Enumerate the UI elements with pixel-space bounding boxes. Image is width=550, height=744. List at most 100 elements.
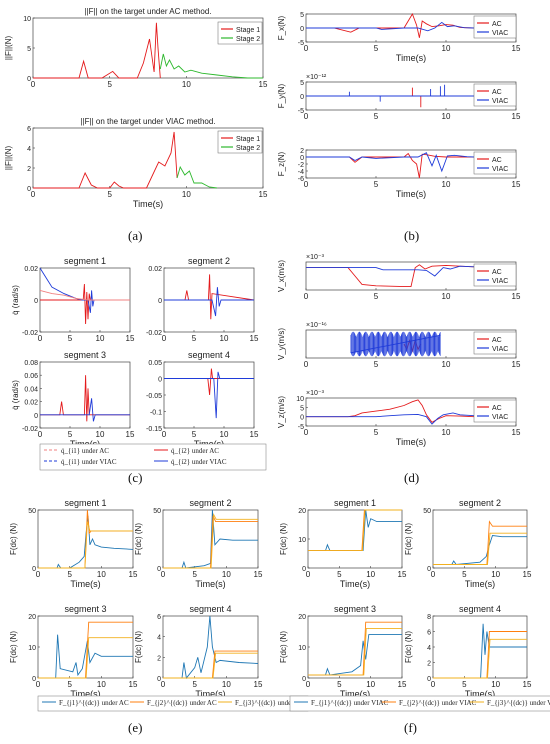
caption-d: (d) xyxy=(404,470,420,485)
x-tick-label: 15 xyxy=(512,44,521,53)
x-tick-label: 0 xyxy=(161,680,166,689)
chart-e2: segment 2 0 5 10 15 0 50 Time(s) F(dc) (N) xyxy=(134,498,263,589)
chart-d1: 0 5 10 15 V_x(m/s) ×10⁻³ AC VIAC xyxy=(277,254,521,301)
plot-area xyxy=(37,615,134,679)
legend-label: q̇_{i1} under AC xyxy=(61,447,109,455)
x-tick-label: 5 xyxy=(192,430,197,439)
x-tick-label: 15 xyxy=(523,570,532,579)
x-tick-label: 5 xyxy=(107,190,112,199)
y-tick-label: 2 xyxy=(157,655,161,662)
y-tick-label: 0 xyxy=(34,413,38,420)
series-line xyxy=(176,165,218,189)
y-axis-label: F(dc) (N) xyxy=(404,631,413,663)
y-tick-label: 0 xyxy=(302,676,306,683)
y-tick-label: 0.08 xyxy=(24,360,38,367)
legend: AC VIAC xyxy=(473,331,517,355)
series-line xyxy=(306,12,475,38)
legend-e: F_{j1}^{(dc)} under AC F_{j2}^{(dc)} unde… xyxy=(37,695,309,712)
y-axis-label: F_x(N) xyxy=(277,15,286,40)
x-tick-label: 10 xyxy=(97,570,106,579)
y-tick-label: -2 xyxy=(298,162,304,169)
y-axis-label: q̇ (rad/s) xyxy=(11,380,20,410)
series-line xyxy=(40,283,130,325)
plot-area xyxy=(163,361,255,429)
x-tick-label: 5 xyxy=(67,680,72,689)
y-tick-label: -0.05 xyxy=(146,393,162,400)
plot-area xyxy=(307,615,403,679)
chart-title: segment 2 xyxy=(189,498,231,508)
x-tick-label: 5 xyxy=(337,680,342,689)
chart-title: segment 1 xyxy=(64,498,106,508)
series-line xyxy=(38,637,133,679)
x-tick-label: 10 xyxy=(96,334,105,343)
x-axis-label: Time(s) xyxy=(465,689,495,699)
x-tick-label: 15 xyxy=(523,680,532,689)
series-line xyxy=(163,512,258,569)
x-tick-label: 0 xyxy=(36,570,41,579)
legend-label: F_{j2}^{(dc)} under AC xyxy=(147,699,217,707)
chart-title: segment 2 xyxy=(188,256,230,266)
y-tick-label: 4 xyxy=(27,146,31,153)
x-tick-label: 0 xyxy=(304,44,309,53)
x-tick-label: 5 xyxy=(107,80,112,89)
y-tick-label: 0.06 xyxy=(24,373,38,380)
x-tick-label: 5 xyxy=(374,112,379,121)
plot-area xyxy=(432,509,528,569)
chart-e4: segment 4 0 5 10 15 0 2 4 6 Time(s) F(dc) (N) xyxy=(134,604,263,699)
series-line xyxy=(40,375,130,422)
y-tick-label: 0 xyxy=(158,298,162,305)
x-tick-label: 15 xyxy=(129,570,138,579)
x-tick-label: 0 xyxy=(304,428,309,437)
chart-c4: segment 4051015-0.15-0.1-0.0500.05Time(s… xyxy=(146,350,259,449)
x-tick-label: 5 xyxy=(192,680,197,689)
y-tick-label: 10 xyxy=(23,16,31,23)
chart-title: segment 3 xyxy=(334,604,376,614)
caption-a: (a) xyxy=(128,228,143,243)
y-tick-label: 10 xyxy=(296,396,304,403)
y-tick-label: -4 xyxy=(298,169,304,176)
y-tick-label: 6 xyxy=(427,630,431,637)
x-tick-label: 0 xyxy=(306,680,311,689)
x-tick-label: 0 xyxy=(304,292,309,301)
x-tick-label: 5 xyxy=(68,430,73,439)
x-tick-label: 15 xyxy=(126,334,135,343)
x-tick-label: 10 xyxy=(442,112,451,121)
y-tick-label: 0.04 xyxy=(24,386,38,393)
y-axis-label: ||F||(N) xyxy=(4,146,13,171)
y-tick-label: 6 xyxy=(27,126,31,133)
legend-label: q̇_{i2} under AC xyxy=(171,447,219,455)
y-tick-label: -6 xyxy=(298,176,304,183)
y-tick-label: 10 xyxy=(28,645,36,652)
y-axis-label: F(dc) (N) xyxy=(134,631,143,663)
y-tick-label: 5 xyxy=(300,12,304,19)
series-line xyxy=(33,131,178,189)
x-tick-label: 5 xyxy=(68,334,73,343)
legend: AC VIAC xyxy=(473,83,517,107)
series-line xyxy=(433,535,527,565)
series-line xyxy=(306,84,474,102)
x-tick-label: 0 xyxy=(38,334,43,343)
y-tick-label: 5 xyxy=(27,46,31,53)
series-line xyxy=(164,371,254,419)
y-tick-label: -5 xyxy=(298,424,304,431)
x-tick-label: 5 xyxy=(374,180,379,189)
y-tick-label: 0.05 xyxy=(148,360,162,367)
legend-label: q̇_{i1} under VIAC xyxy=(61,458,117,466)
y-tick-label: 10 xyxy=(298,537,306,544)
legend: Stage 1 Stage 2 xyxy=(217,21,263,45)
y-tick-label: 20 xyxy=(298,614,306,621)
y-tick-label: 20 xyxy=(298,508,306,515)
axis-multiplier: ×10⁻³ xyxy=(306,390,325,397)
chart-a1: ||F|| on the target under AC method. 0 5 10… xyxy=(4,7,268,89)
x-tick-label: 0 xyxy=(31,190,36,199)
x-axis-label: Time(s) xyxy=(340,579,370,589)
y-tick-label: 4 xyxy=(157,635,161,642)
series-line xyxy=(306,152,474,179)
chart-a2: ||F|| on the target under VIAC method. 0 5… xyxy=(4,117,268,209)
legend-label: VIAC xyxy=(492,30,508,37)
chart-f1: segment 1 0 5 10 15 0 10 20 Time(s) F(dc) (N) xyxy=(279,498,407,589)
chart-title: segment 4 xyxy=(188,350,230,360)
